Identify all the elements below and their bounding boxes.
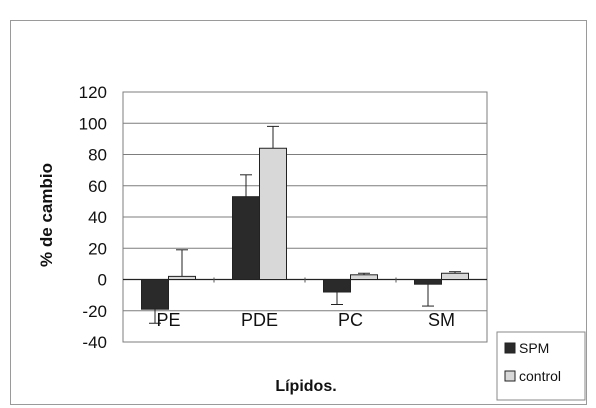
bars — [141, 147, 469, 310]
legend-label-control: control — [519, 368, 561, 384]
y-tick-label: 120 — [79, 83, 107, 102]
x-axis-categories: PE PDE PC SM — [156, 310, 455, 330]
y-tick-label: 20 — [88, 239, 107, 258]
bar-control-PC — [350, 274, 378, 280]
x-category-label: SM — [428, 310, 455, 330]
x-category-label: PDE — [241, 310, 278, 330]
bar-SPM-PE — [141, 279, 169, 310]
bar-control-PDE — [259, 147, 287, 280]
bar-control-SM — [441, 272, 469, 280]
y-tick-label: 100 — [79, 114, 107, 133]
bar-SPM-PDE — [232, 196, 260, 280]
x-category-label: PE — [156, 310, 180, 330]
plot-border — [122, 91, 488, 343]
y-axis-ticks: 120 100 80 60 40 20 0 -20 -40 — [79, 83, 107, 352]
x-axis-label: Lípidos. — [275, 378, 336, 395]
bar-SPM-PC — [323, 279, 351, 293]
bar-control-PE — [168, 275, 196, 280]
y-tick-label: -40 — [82, 333, 107, 352]
y-tick-label: 80 — [88, 146, 107, 165]
legend-swatch-control — [504, 370, 516, 382]
y-tick-label: 60 — [88, 177, 107, 196]
chart-frame — [10, 20, 587, 405]
y-tick-label: 40 — [88, 208, 107, 227]
legend: SPM control — [496, 331, 586, 401]
error-bars — [149, 125, 461, 324]
bar-SPM-SM — [414, 279, 442, 285]
legend-swatch-SPM — [504, 342, 516, 354]
x-category-label: PC — [338, 310, 363, 330]
y-tick-label: -20 — [82, 302, 107, 321]
grid-lines — [123, 91, 487, 343]
legend-label-SPM: SPM — [519, 340, 549, 356]
y-axis-label: % de cambio — [37, 163, 56, 267]
y-tick-label: 0 — [98, 271, 107, 290]
